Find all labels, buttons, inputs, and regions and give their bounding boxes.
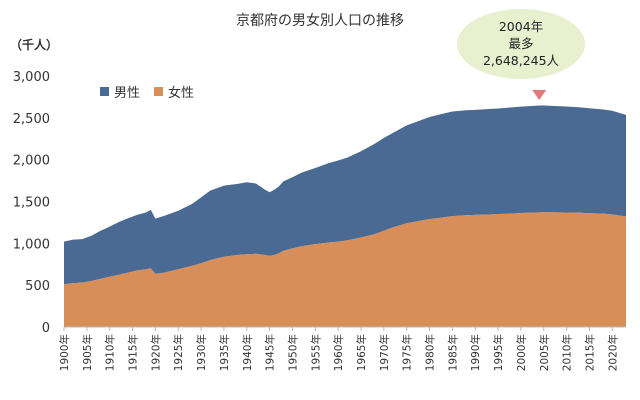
x-tick-label: 1975年	[401, 334, 414, 371]
x-tick-label: 1995年	[492, 334, 505, 371]
x-tick-label: 1960年	[332, 334, 345, 371]
x-tick-label: 1980年	[424, 334, 437, 371]
legend-swatch-female	[154, 87, 164, 96]
x-tick-label: 2000年	[515, 334, 528, 371]
x-tick-label: 1950年	[286, 334, 299, 371]
x-tick-label: 2015年	[583, 334, 596, 371]
x-tick-label: 1940年	[241, 334, 254, 371]
series-area-female	[64, 212, 626, 327]
peak-annotation: 2004年 最多 2,648,245人	[462, 18, 580, 69]
legend-item-male: 男性	[100, 82, 140, 101]
x-tick-label: 1905年	[81, 334, 94, 371]
y-tick-label: 1,000	[13, 237, 50, 252]
peak-annotation-value: 2,648,245人	[482, 53, 560, 68]
x-tick-label: 2005年	[538, 334, 551, 371]
legend-label-male: 男性	[114, 86, 141, 101]
peak-bubble	[457, 9, 585, 79]
y-axis-unit: （千人）	[10, 38, 59, 52]
chart-title: 京都府の男女別人口の推移	[236, 13, 404, 29]
x-tick-label: 1910年	[104, 334, 117, 371]
x-tick-label: 1925年	[172, 334, 185, 371]
peak-annotation-label: 最多	[508, 36, 534, 51]
x-tick-label: 1935年	[218, 334, 231, 371]
legend-swatch-male	[100, 87, 109, 96]
peak-pointer	[532, 90, 547, 100]
series-area-male	[64, 105, 626, 285]
y-tick-label: 2,000	[13, 154, 50, 169]
y-tick-label: 3,000	[13, 70, 50, 85]
x-tick-label: 1965年	[355, 334, 368, 371]
x-tick-label: 1900年	[58, 334, 71, 371]
x-tick-label: 1920年	[149, 334, 162, 371]
y-tick-label: 500	[25, 279, 50, 294]
x-tick-label: 1990年	[469, 334, 482, 371]
y-tick-label: 1,500	[13, 196, 50, 211]
y-tick-label: 2,500	[13, 112, 50, 127]
peak-annotation-year: 2004年	[498, 19, 544, 34]
x-tick-label: 1985年	[446, 334, 459, 371]
x-tick-label: 1970年	[378, 334, 391, 371]
x-tick-label: 2020年	[606, 334, 619, 371]
x-tick-label: 1915年	[127, 334, 140, 371]
legend: 男性 女性	[100, 82, 194, 101]
y-tick-label: 0	[42, 321, 50, 336]
legend-label-female: 女性	[168, 86, 195, 101]
legend-item-female: 女性	[154, 82, 194, 101]
x-tick-label: 2010年	[561, 334, 574, 371]
x-tick-label: 1930年	[195, 334, 208, 371]
x-tick-label: 1955年	[309, 334, 322, 371]
x-tick-label: 1945年	[264, 334, 277, 371]
